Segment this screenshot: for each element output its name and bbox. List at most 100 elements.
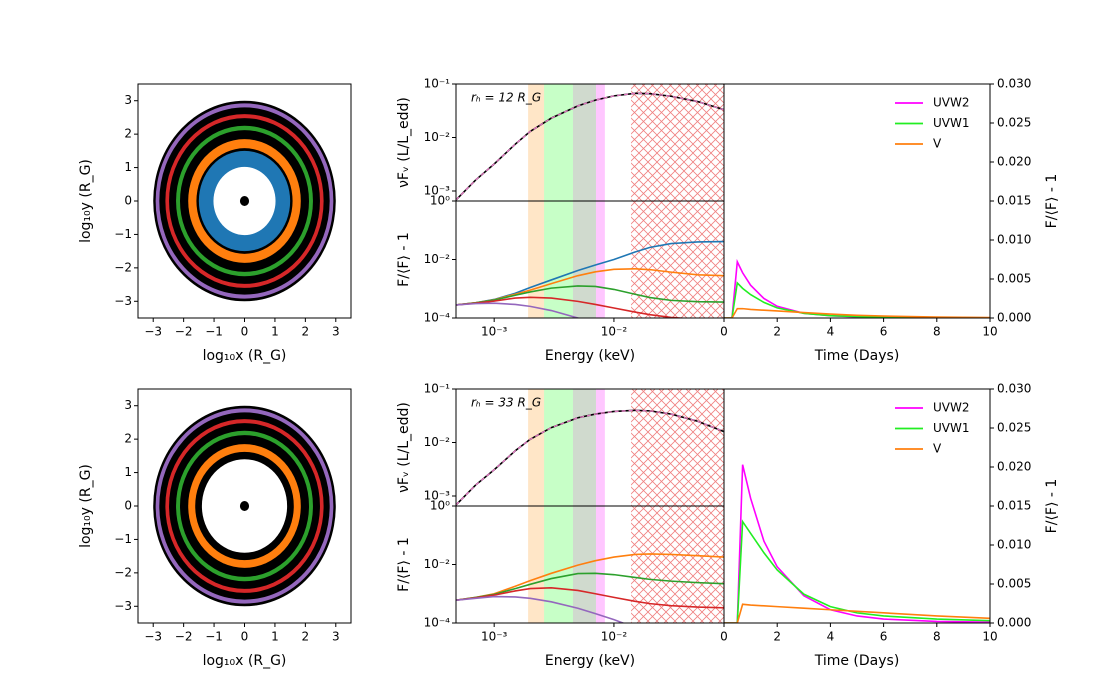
x-tick-label: 2 — [302, 630, 310, 644]
x-tick-label: 2 — [773, 630, 781, 644]
series-line — [724, 603, 990, 623]
band — [595, 84, 605, 201]
legend-label: UVW1 — [933, 116, 970, 130]
x-tick-label: 10⁻² — [601, 630, 628, 644]
band — [528, 201, 545, 318]
series-line — [456, 553, 724, 602]
legend-label: UVW1 — [933, 421, 970, 435]
y2-tick-label: 0.025 — [997, 116, 1031, 130]
y-tick-label: 1 — [124, 465, 132, 479]
x-tick-label: 4 — [827, 630, 835, 644]
band — [528, 506, 545, 623]
band — [631, 84, 724, 201]
y-axis-label: log₁₀y (R_G) — [78, 464, 94, 548]
band — [631, 201, 724, 318]
legend-label: UVW2 — [933, 96, 970, 110]
x-tick-label: 8 — [933, 630, 941, 644]
ring — [239, 195, 250, 207]
x-tick-label: −3 — [144, 630, 162, 644]
x-tick-label: 0 — [241, 630, 249, 644]
plot-area — [724, 258, 990, 318]
x-tick-label: −2 — [175, 325, 193, 339]
panel: 10⁻³ 10⁻² 10⁻⁴ 10⁻² 10⁰ Energy (keV) F/⟨F⟩ - 1 — [396, 499, 725, 669]
x-tick-label: −1 — [205, 325, 223, 339]
x-tick-label: 10 — [982, 325, 997, 339]
y2-tick-label: 0.015 — [997, 499, 1031, 513]
band — [544, 389, 573, 506]
x-tick-label: 1 — [271, 325, 279, 339]
y-tick-label: 10⁻³ — [424, 183, 451, 197]
y-tick-label: 10⁻¹ — [424, 382, 451, 396]
series-line — [724, 281, 990, 318]
x-tick-label: 0 — [720, 630, 728, 644]
panel: 10⁻³ 10⁻² 10⁻⁴ 10⁻² 10⁰ Energy (keV) F/⟨F⟩ - 1 — [396, 194, 725, 364]
x-axis-label: Energy (keV) — [545, 348, 635, 364]
x-tick-label: 8 — [933, 325, 941, 339]
band — [572, 201, 596, 318]
band — [572, 389, 596, 506]
series-line — [724, 464, 990, 623]
y-axis-label: νFᵥ (L/L_edd) — [396, 97, 412, 188]
x-tick-label: 0 — [720, 325, 728, 339]
x-tick-label: 10 — [982, 630, 997, 644]
band — [572, 506, 596, 623]
plot-area — [153, 100, 336, 302]
x-axis-label: log₁₀x (R_G) — [203, 348, 287, 364]
x-tick-label: 10⁻² — [601, 325, 628, 339]
y-tick-label: 10⁻¹ — [424, 77, 451, 91]
series-line — [456, 285, 724, 306]
series-line — [724, 519, 990, 623]
band — [528, 389, 545, 506]
y-tick-label: 10⁻² — [424, 557, 451, 571]
series-line — [456, 586, 724, 609]
y-tick-label: −1 — [114, 532, 132, 546]
band — [631, 389, 724, 506]
series-line-overlay — [456, 409, 724, 506]
y2-tick-label: 0.015 — [997, 194, 1031, 208]
panel: 10⁻³ 10⁻² 10⁻¹ νFᵥ (L/L_edd) rₕ = 33 R_G — [396, 382, 725, 507]
y2-tick-label: 0.010 — [997, 538, 1031, 552]
panel: 0 2 4 6 8 100.000 0.005 0.010 0.015 0.020 0.025 0.0… — [720, 382, 1060, 670]
panel: 10⁻³ 10⁻² 10⁻¹ νFᵥ (L/L_edd) rₕ = 12 R_G — [396, 77, 725, 202]
band — [544, 84, 573, 201]
y-tick-label: 2 — [124, 127, 132, 141]
x-tick-label: −1 — [205, 630, 223, 644]
y-tick-label: 10⁻² — [424, 130, 451, 144]
y2-tick-label: 0.025 — [997, 421, 1031, 435]
y-tick-label: 10⁻⁴ — [424, 616, 451, 630]
y-tick-label: 0 — [124, 499, 132, 513]
y2-tick-label: 0.005 — [997, 577, 1031, 591]
y-axis-label: F/⟨F⟩ - 1 — [396, 232, 412, 287]
series-line — [456, 296, 691, 318]
y-axis-label: log₁₀y (R_G) — [78, 159, 94, 243]
y2-axis-label: F/⟨F⟩ - 1 — [1044, 479, 1060, 534]
x-tick-label: 2 — [302, 325, 310, 339]
y-tick-label: 10⁻² — [424, 435, 451, 449]
y-tick-label: 10⁰ — [430, 499, 450, 513]
x-tick-label: 3 — [332, 630, 340, 644]
band — [528, 84, 545, 201]
plot-area — [456, 84, 724, 201]
x-tick-label: 0 — [241, 325, 249, 339]
y-tick-label: 10⁰ — [430, 194, 450, 208]
plot-area — [456, 506, 724, 623]
x-tick-label: −2 — [175, 630, 193, 644]
series-line-overlay — [456, 92, 724, 201]
y2-tick-label: 0.000 — [997, 616, 1031, 630]
y2-tick-label: 0.030 — [997, 77, 1031, 91]
x-tick-label: 3 — [332, 325, 340, 339]
x-tick-label: 10⁻³ — [481, 325, 508, 339]
y2-tick-label: 0.030 — [997, 382, 1031, 396]
panel: −3 −2 −1 0 1 2 3 −3 −2 −1 0 1 2 3 log₁₀x (R_G) log₁₀y (… — [78, 83, 352, 364]
y-tick-label: 0 — [124, 194, 132, 208]
x-axis-label: Time (Days) — [814, 348, 900, 364]
y-tick-label: 3 — [124, 93, 132, 107]
y-tick-label: 3 — [124, 398, 132, 412]
legend-label: UVW2 — [933, 401, 970, 415]
series-line — [456, 595, 626, 623]
y2-tick-label: 0.020 — [997, 155, 1031, 169]
x-tick-label: 6 — [880, 630, 888, 644]
y-tick-label: 2 — [124, 432, 132, 446]
